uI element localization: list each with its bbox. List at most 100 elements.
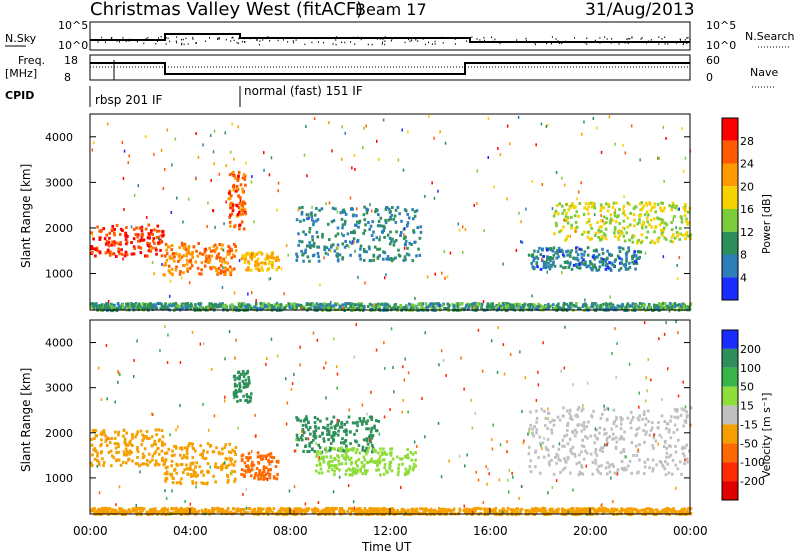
data-cell bbox=[312, 241, 316, 245]
noise-cell bbox=[672, 218, 674, 222]
noise-cell bbox=[580, 181, 582, 185]
data-cell bbox=[138, 303, 141, 307]
data-cell bbox=[233, 306, 236, 310]
data-cell bbox=[273, 307, 277, 311]
data-cell bbox=[575, 462, 579, 466]
data-cell bbox=[175, 446, 178, 450]
data-cell bbox=[527, 452, 531, 456]
data-cell bbox=[659, 206, 662, 210]
data-cell bbox=[90, 245, 94, 248]
data-cell bbox=[411, 259, 415, 263]
data-cell bbox=[632, 454, 635, 457]
data-cell bbox=[277, 306, 280, 310]
data-cell bbox=[243, 461, 247, 465]
noise-cell bbox=[187, 249, 189, 253]
data-cell bbox=[637, 257, 641, 260]
data-cell bbox=[230, 248, 233, 252]
data-cell bbox=[640, 233, 644, 237]
data-cell bbox=[211, 509, 214, 513]
data-cell bbox=[411, 510, 415, 514]
noise-cell bbox=[91, 233, 94, 237]
noise-cell bbox=[678, 256, 680, 260]
data-cell bbox=[370, 457, 373, 461]
data-cell bbox=[547, 265, 550, 269]
data-cell bbox=[155, 229, 159, 233]
data-cell bbox=[660, 305, 664, 309]
data-cell bbox=[388, 463, 391, 466]
data-cell bbox=[210, 307, 214, 311]
data-cell bbox=[185, 254, 188, 258]
data-cell bbox=[402, 305, 405, 309]
data-cell bbox=[153, 439, 157, 443]
data-cell bbox=[603, 427, 606, 431]
data-cell bbox=[579, 266, 582, 270]
data-cell bbox=[553, 307, 556, 311]
data-cell bbox=[548, 267, 552, 271]
data-cell bbox=[384, 306, 387, 310]
data-cell bbox=[239, 196, 242, 200]
data-cell bbox=[626, 216, 630, 220]
data-cell bbox=[351, 421, 355, 425]
data-cell bbox=[246, 384, 249, 388]
data-cell bbox=[348, 307, 351, 311]
data-cell bbox=[298, 206, 301, 210]
data-cell bbox=[550, 458, 553, 462]
nsky-sample bbox=[415, 39, 417, 41]
data-cell bbox=[321, 235, 324, 239]
data-cell bbox=[153, 463, 157, 467]
data-cell bbox=[248, 252, 251, 256]
data-cell bbox=[630, 418, 634, 422]
data-cell bbox=[119, 307, 123, 311]
data-cell bbox=[683, 419, 687, 423]
data-cell bbox=[276, 460, 280, 464]
data-cell bbox=[300, 249, 303, 253]
data-cell bbox=[269, 452, 273, 456]
noise-cell bbox=[476, 169, 479, 173]
data-cell bbox=[227, 244, 230, 248]
data-cell bbox=[491, 508, 495, 512]
data-cell bbox=[327, 248, 331, 252]
nsky-sample bbox=[336, 36, 338, 39]
nave-label: Nave bbox=[750, 66, 778, 79]
data-cell bbox=[394, 239, 398, 242]
data-cell bbox=[104, 439, 108, 443]
data-cell bbox=[671, 240, 675, 244]
data-cell bbox=[125, 240, 129, 244]
data-cell bbox=[676, 416, 679, 420]
data-cell bbox=[377, 213, 380, 217]
data-cell bbox=[214, 243, 217, 247]
data-cell bbox=[375, 236, 379, 240]
noise-cell bbox=[600, 150, 603, 154]
data-cell bbox=[268, 462, 271, 466]
data-cell bbox=[240, 303, 244, 307]
data-cell bbox=[557, 507, 560, 511]
data-cell bbox=[670, 472, 674, 476]
data-cell bbox=[239, 203, 243, 207]
nsky-sample bbox=[626, 38, 628, 40]
data-cell bbox=[323, 302, 326, 306]
noise-cell bbox=[222, 248, 225, 252]
data-cell bbox=[648, 303, 651, 306]
data-cell bbox=[312, 220, 315, 224]
data-cell bbox=[138, 239, 141, 243]
data-cell bbox=[138, 246, 141, 249]
nsky-sample bbox=[565, 40, 566, 43]
data-cell bbox=[668, 428, 671, 432]
data-cell bbox=[620, 511, 623, 515]
data-cell bbox=[111, 224, 114, 228]
data-cell bbox=[467, 307, 470, 311]
data-cell bbox=[600, 225, 603, 229]
data-cell bbox=[161, 507, 164, 511]
data-cell bbox=[163, 254, 167, 258]
data-cell bbox=[121, 229, 124, 233]
data-cell bbox=[679, 460, 682, 464]
data-cell bbox=[143, 307, 146, 311]
data-cell bbox=[509, 306, 512, 309]
data-cell bbox=[125, 253, 129, 257]
data-cell bbox=[553, 264, 557, 268]
data-cell bbox=[645, 203, 649, 207]
data-cell bbox=[186, 267, 189, 271]
power-panel-frame bbox=[89, 113, 691, 311]
data-cell bbox=[348, 473, 351, 477]
data-cell bbox=[565, 433, 569, 437]
